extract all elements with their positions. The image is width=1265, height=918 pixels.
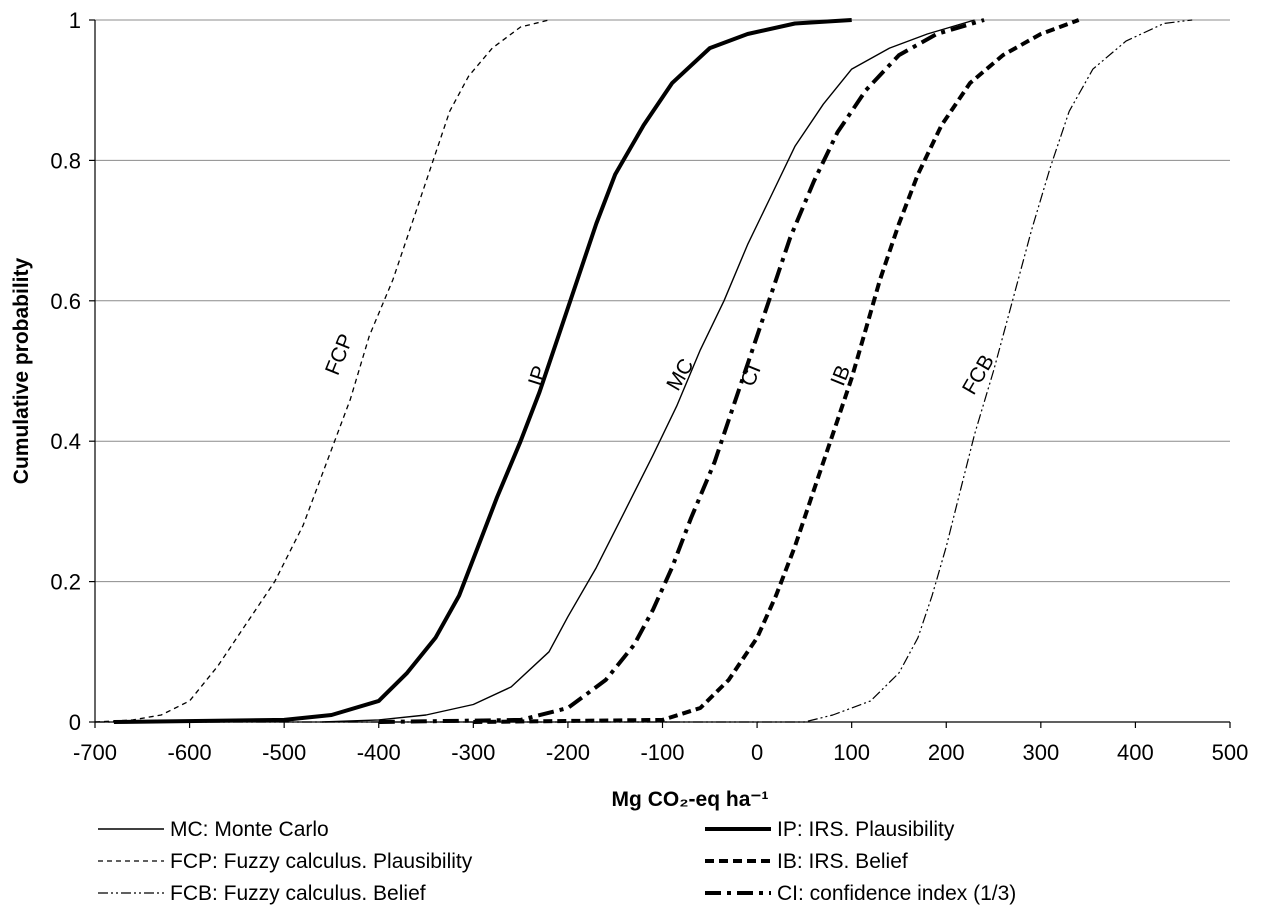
legend-entry-ci: CI: confidence index (1/3) <box>777 882 1016 905</box>
series-line-ip <box>113 18 852 724</box>
legend: MC: Monte Carlo IP: IRS. Plausibility FCP:… <box>98 818 1016 905</box>
series-line-ib <box>473 18 1080 724</box>
legend-entry-fcb: FCB: Fuzzy calculus. Belief <box>170 882 426 905</box>
x-tick-label: 200 <box>928 740 965 765</box>
y-tick-label: 1 <box>69 8 81 33</box>
legend-entry-ip: IP: IRS. Plausibility <box>777 818 955 841</box>
series-line-ci <box>378 18 985 724</box>
legend-entry-ib: IB: IRS. Belief <box>777 850 908 873</box>
curve-label-fcp: FCP <box>321 331 358 379</box>
x-tick-label: -700 <box>73 740 117 765</box>
x-tick-label: 0 <box>751 740 763 765</box>
curve-label-ci: CI <box>736 362 765 390</box>
gridlines <box>95 19 1230 583</box>
x-tick-label: -600 <box>168 740 212 765</box>
y-tick-labels: 0 0.2 0.4 0.6 0.8 1 <box>50 8 81 735</box>
curve-label-mc: MC <box>662 355 698 395</box>
axes <box>89 19 1231 728</box>
series-line-mc <box>321 19 975 723</box>
x-axis-title: Mg CO₂-eq ha⁻¹ <box>612 788 769 811</box>
series-line-fcb <box>95 19 1193 723</box>
y-tick-label: 0.6 <box>50 289 81 314</box>
x-tick-label: 100 <box>833 740 870 765</box>
x-tick-label: 400 <box>1117 740 1154 765</box>
y-tick-label: 0.8 <box>50 148 81 173</box>
y-tick-label: 0.4 <box>50 429 81 454</box>
x-tick-label: -500 <box>262 740 306 765</box>
x-tick-label: -200 <box>546 740 590 765</box>
y-axis-title: Cumulative probability <box>10 258 33 485</box>
y-tick-label: 0.2 <box>50 570 81 595</box>
x-tick-label: -300 <box>451 740 495 765</box>
series-line-fcp <box>94 19 550 723</box>
x-tick-label: -400 <box>357 740 401 765</box>
y-tick-label: 0 <box>69 710 81 735</box>
x-tick-label: -100 <box>640 740 684 765</box>
x-tick-label: 500 <box>1212 740 1249 765</box>
series-lines <box>94 18 1193 724</box>
legend-entry-mc: MC: Monte Carlo <box>170 818 329 841</box>
legend-entry-fcp: FCP: Fuzzy calculus. Plausibility <box>170 850 473 873</box>
x-tick-labels: -700 -600 -500 -400 -300 -200 -100 0 100 200 300 40… <box>73 740 1248 765</box>
x-tick-label: 300 <box>1022 740 1059 765</box>
